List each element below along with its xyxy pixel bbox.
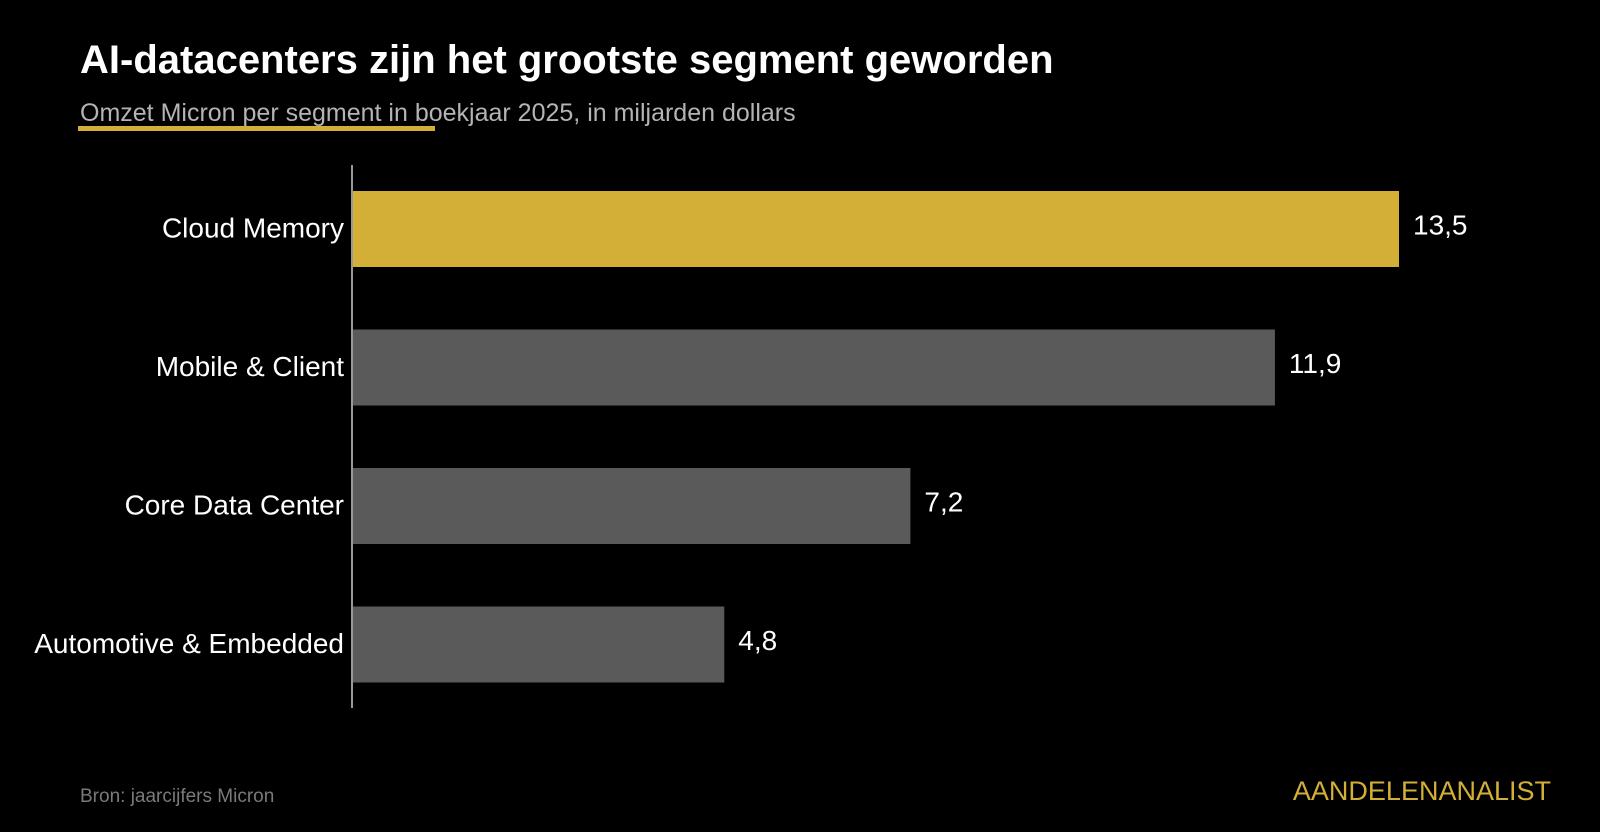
chart-subtitle: Omzet Micron per segment in boekjaar 202… [80,99,796,127]
value-label: 11,9 [1289,348,1341,379]
category-label: Automotive & Embedded [34,628,344,659]
subtitle-accent-underline [78,126,435,131]
category-label: Cloud Memory [162,212,344,243]
bar-cloud-memory [352,191,1399,267]
value-label: 4,8 [738,625,777,656]
bars-group [352,191,1399,683]
value-labels-group: 13,5 11,9 7,2 4,8 [738,209,1467,656]
value-label: 13,5 [1413,209,1468,240]
value-label: 7,2 [924,486,963,517]
source-note: Bron: jaarcijfers Micron [80,786,275,807]
category-label: Mobile & Client [156,351,345,382]
chart-title: AI-datacenters zijn het grootste segment… [80,38,1054,82]
brand-logo-text: AANDELENANALIST [1292,776,1551,806]
bar-core-data-center [352,468,911,544]
bar-automotive-embedded [352,606,725,683]
category-labels-group: Cloud Memory Mobile & Client Core Data Cen… [34,212,344,659]
category-label: Core Data Center [125,489,344,520]
bar-mobile-client [352,329,1275,406]
